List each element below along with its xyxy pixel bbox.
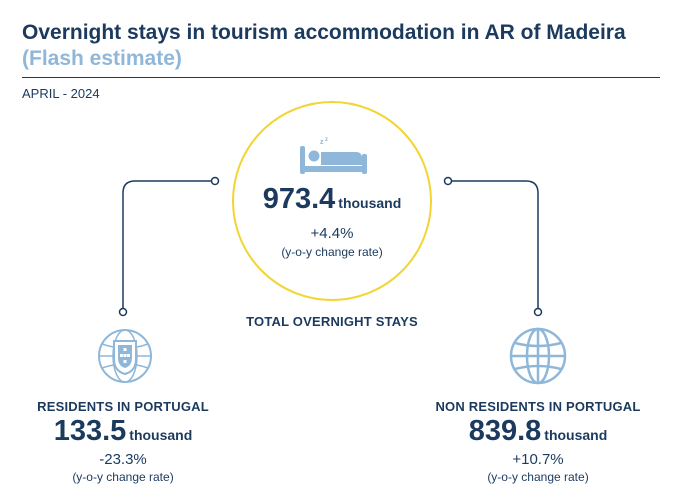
bed-sleep-icon: z z [300,137,367,174]
globe-icon [509,327,567,385]
total-unit: thousand [338,195,402,211]
svg-text:z: z [325,137,328,143]
total-label: TOTAL OVERNIGHT STAYS [246,314,418,329]
non-residents-rate: +10.7% [512,451,564,468]
residents-value: 133.5 thousand [10,415,236,448]
residents-number: 133.5 [53,415,127,447]
page-subtitle: (Flash estimate) [22,47,182,70]
total-value: 973.4 thousand [232,183,432,216]
total-rate-note: (y-o-y change rate) [281,245,383,259]
portugal-coat-of-arms-icon [98,329,152,383]
total-number: 973.4 [262,183,336,215]
svg-text:z: z [320,139,324,146]
non-residents-value: 839.8 thousand [420,415,656,448]
non-residents-number: 839.8 [468,415,542,447]
title-divider [22,77,660,78]
residents-unit: thousand [129,427,193,443]
total-circle [232,101,432,301]
page-title: Overnight stays in tourism accommodation… [22,21,626,44]
residents-label: RESIDENTS IN PORTUGAL [37,399,209,414]
period-label: APRIL - 2024 [22,86,100,101]
residents-rate-note: (y-o-y change rate) [72,470,174,484]
residents-rate: -23.3% [99,451,147,468]
non-residents-unit: thousand [544,427,608,443]
non-residents-label: NON RESIDENTS IN PORTUGAL [435,399,641,414]
total-rate: +4.4% [310,225,354,242]
non-residents-rate-note: (y-o-y change rate) [487,470,589,484]
